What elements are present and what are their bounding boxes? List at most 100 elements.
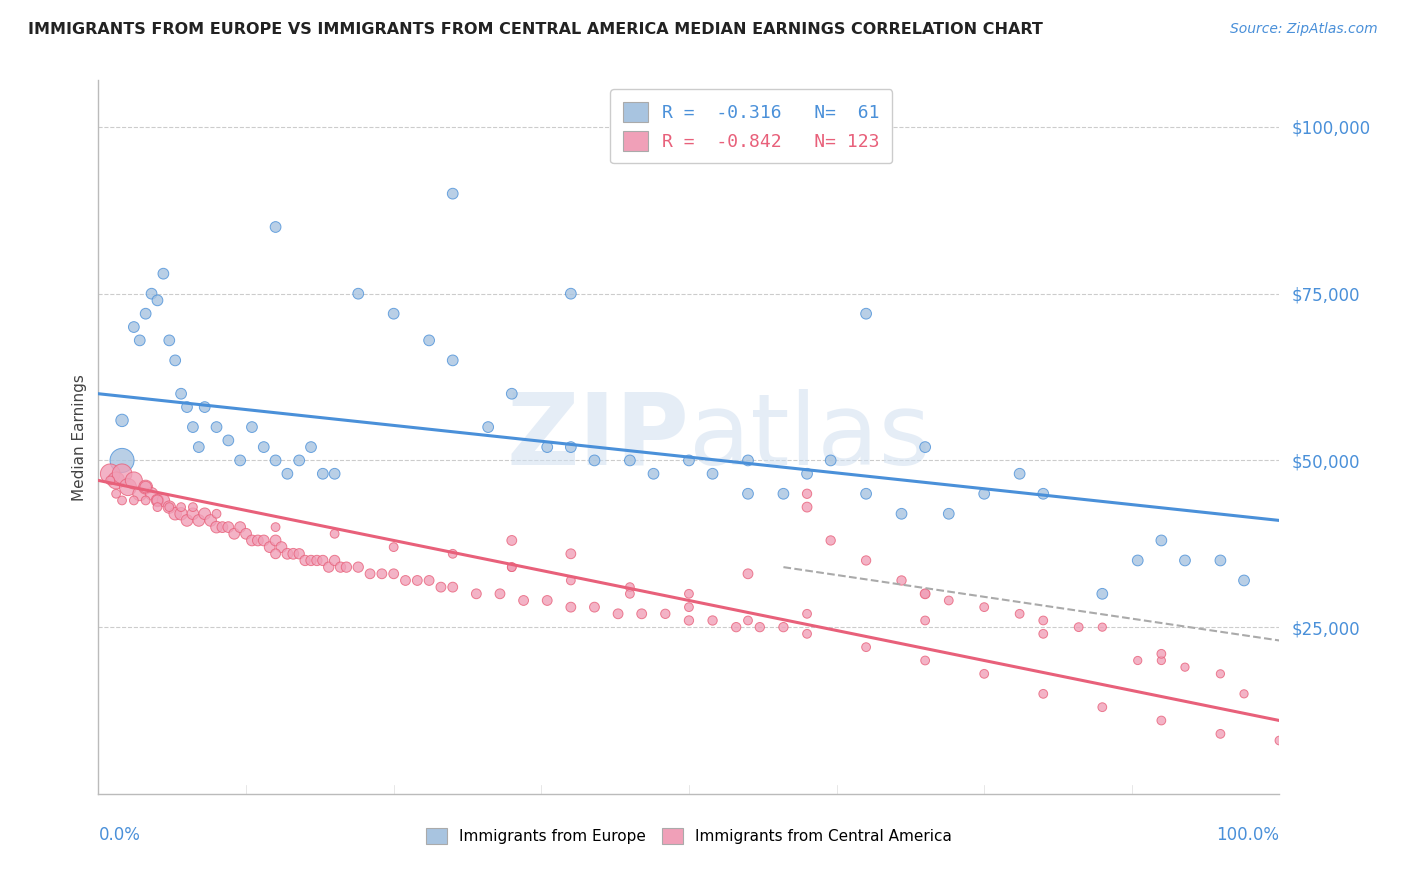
Point <box>105 487 128 501</box>
Point <box>702 467 724 481</box>
Text: 0.0%: 0.0% <box>98 826 141 844</box>
Point <box>105 474 128 488</box>
Point <box>98 467 121 481</box>
Point <box>165 507 187 521</box>
Point <box>194 507 217 521</box>
Point <box>702 614 724 628</box>
Point <box>382 540 405 554</box>
Point <box>1091 587 1114 601</box>
Point <box>855 553 877 567</box>
Point <box>560 547 582 561</box>
Point <box>318 560 340 574</box>
Point <box>501 386 523 401</box>
Point <box>914 587 936 601</box>
Point <box>796 627 818 641</box>
Point <box>1209 553 1232 567</box>
Point <box>560 286 582 301</box>
Point <box>441 580 464 594</box>
Point <box>347 286 370 301</box>
Point <box>536 440 558 454</box>
Point <box>1233 687 1256 701</box>
Point <box>418 334 440 348</box>
Point <box>240 420 263 434</box>
Point <box>157 500 180 515</box>
Point <box>583 600 606 615</box>
Point <box>501 533 523 548</box>
Point <box>1209 666 1232 681</box>
Point <box>122 474 145 488</box>
Point <box>914 614 936 628</box>
Point <box>382 566 405 581</box>
Point <box>796 487 818 501</box>
Point <box>111 453 134 467</box>
Point <box>111 493 134 508</box>
Point <box>146 293 169 308</box>
Point <box>141 487 163 501</box>
Point <box>176 400 198 414</box>
Point <box>323 467 346 481</box>
Point <box>276 547 298 561</box>
Point <box>855 487 877 501</box>
Point <box>170 500 193 515</box>
Point <box>194 400 217 414</box>
Point <box>229 520 252 534</box>
Point <box>1032 487 1054 501</box>
Point <box>430 580 453 594</box>
Point <box>288 547 311 561</box>
Point <box>1126 553 1149 567</box>
Point <box>1209 727 1232 741</box>
Point <box>914 587 936 601</box>
Point <box>1091 700 1114 714</box>
Point <box>973 487 995 501</box>
Point <box>1067 620 1090 634</box>
Point <box>323 526 346 541</box>
Point <box>619 587 641 601</box>
Point <box>501 560 523 574</box>
Point <box>312 467 335 481</box>
Point <box>465 587 488 601</box>
Point <box>264 520 287 534</box>
Point <box>187 440 209 454</box>
Point <box>1174 660 1197 674</box>
Point <box>643 467 665 481</box>
Point <box>135 480 157 494</box>
Point <box>181 420 204 434</box>
Point <box>1091 620 1114 634</box>
Point <box>146 493 169 508</box>
Point <box>619 580 641 594</box>
Text: IMMIGRANTS FROM EUROPE VS IMMIGRANTS FROM CENTRAL AMERICA MEDIAN EARNINGS CORREL: IMMIGRANTS FROM EUROPE VS IMMIGRANTS FRO… <box>28 22 1043 37</box>
Text: 100.0%: 100.0% <box>1216 826 1279 844</box>
Point <box>211 520 233 534</box>
Point <box>111 413 134 427</box>
Point <box>235 526 257 541</box>
Point <box>135 480 157 494</box>
Point <box>288 453 311 467</box>
Point <box>1008 607 1031 621</box>
Point <box>157 500 180 515</box>
Point <box>725 620 748 634</box>
Point <box>299 440 322 454</box>
Point <box>737 614 759 628</box>
Point <box>146 500 169 515</box>
Point <box>630 607 652 621</box>
Point <box>229 453 252 467</box>
Point <box>748 620 770 634</box>
Point <box>441 547 464 561</box>
Point <box>329 560 352 574</box>
Point <box>240 533 263 548</box>
Point <box>678 453 700 467</box>
Point <box>1268 733 1291 747</box>
Point <box>1233 574 1256 588</box>
Point <box>772 620 794 634</box>
Point <box>583 453 606 467</box>
Point <box>890 507 912 521</box>
Point <box>560 574 582 588</box>
Point <box>264 219 287 234</box>
Point <box>1126 653 1149 667</box>
Point <box>678 600 700 615</box>
Point <box>737 566 759 581</box>
Point <box>737 487 759 501</box>
Point <box>205 420 228 434</box>
Point <box>1174 553 1197 567</box>
Point <box>1032 614 1054 628</box>
